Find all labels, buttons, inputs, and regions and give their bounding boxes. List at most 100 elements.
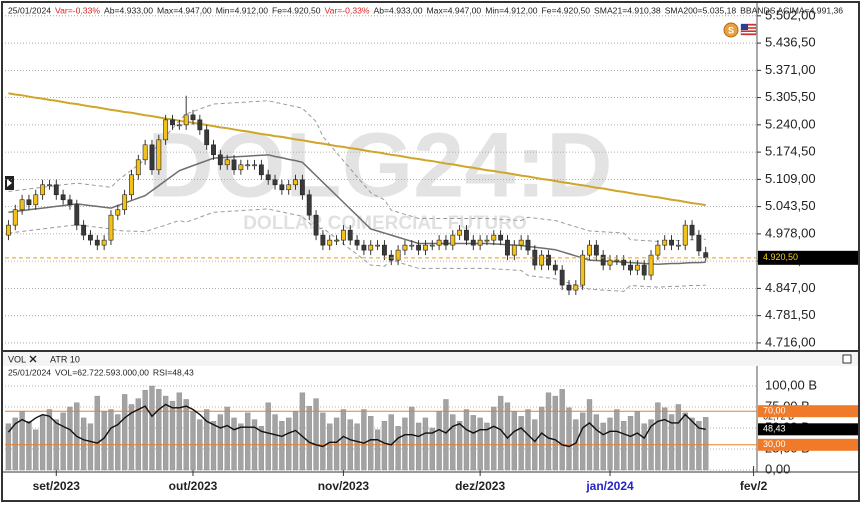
candle-body	[416, 244, 422, 251]
candle-body	[258, 164, 264, 176]
volume-bar	[415, 422, 422, 471]
volume-bar	[600, 422, 606, 471]
candle-body	[607, 259, 613, 266]
candle-body	[354, 239, 360, 246]
x-tick-label: jan/2024	[585, 479, 634, 493]
badge[interactable]	[723, 22, 739, 38]
volume-bar	[46, 409, 53, 471]
band-line	[8, 100, 706, 242]
volume-bar	[470, 415, 476, 471]
candle-body	[245, 164, 251, 167]
volume-bar	[402, 417, 408, 471]
y-tick-label: 5.371,00	[765, 62, 816, 77]
tab[interactable]: ATR 10	[50, 354, 80, 364]
volume-bar	[566, 407, 572, 471]
candle-body	[546, 254, 551, 266]
candle-body	[655, 244, 661, 256]
y-tick-label: 5.174,50	[765, 144, 816, 159]
volume-bar	[511, 411, 517, 471]
candle-body	[689, 224, 695, 236]
y-tick-label: 4.978,00	[765, 225, 816, 240]
candle-body	[81, 224, 87, 236]
level-box	[758, 438, 858, 451]
watermark-title: DOLG24:D	[147, 114, 612, 216]
candle-body	[26, 199, 32, 206]
candle-body	[600, 254, 606, 266]
candle-body	[361, 244, 367, 251]
volume-bar	[33, 429, 39, 471]
candle-body	[669, 239, 674, 246]
candle-body	[525, 239, 531, 251]
volume-bar	[614, 409, 620, 471]
candle-body	[299, 179, 305, 196]
volume-bar	[559, 389, 565, 471]
volume-bar	[217, 414, 224, 471]
candle-body	[423, 244, 428, 251]
volume-bar	[128, 404, 135, 471]
volume-bar	[368, 416, 374, 471]
badge-label: S	[728, 25, 734, 35]
candle-body	[641, 264, 647, 276]
volume-bar	[115, 414, 121, 471]
candle-body	[47, 184, 52, 187]
candle-body	[19, 199, 25, 211]
volume-bar	[12, 417, 18, 471]
close-icon[interactable]	[29, 355, 37, 363]
info-text: Ab=4.933,00	[104, 5, 153, 15]
candle-body	[211, 144, 216, 156]
candle-body	[231, 159, 237, 171]
candle-body	[334, 239, 339, 242]
candle-body	[696, 234, 702, 252]
volume-bar	[156, 389, 162, 471]
candle-body	[409, 244, 415, 247]
candle-body	[470, 239, 476, 246]
candle-body	[436, 239, 442, 246]
candle-body	[381, 244, 387, 256]
volume-bar	[525, 409, 531, 471]
info-text: Var=-0,33%	[325, 5, 370, 15]
volume-bar	[101, 411, 107, 471]
candle-body	[539, 254, 545, 266]
volume-bar	[80, 417, 87, 471]
info-text: Min=4.912,00	[216, 5, 269, 15]
level-label: 70,00	[763, 406, 786, 416]
volume-bar	[286, 417, 292, 471]
candle-body	[142, 144, 148, 161]
volume-bar	[5, 423, 12, 471]
volume-bar	[313, 398, 319, 471]
info-text: 25/01/2024	[8, 367, 51, 377]
x-tick-label: set/2023	[33, 479, 81, 493]
volume-bar	[538, 406, 545, 471]
volume-bar	[627, 416, 634, 471]
x-tick-label: out/2023	[169, 479, 218, 493]
candle-body	[566, 284, 572, 291]
volume-bar	[265, 402, 271, 471]
volume-bar	[703, 417, 709, 471]
candle-body	[498, 234, 504, 241]
candle-body	[587, 244, 592, 256]
x-tick-label: fev/2	[740, 479, 768, 493]
candle-body	[621, 259, 627, 266]
volume-bar	[176, 392, 182, 471]
candle-body	[238, 164, 244, 171]
y-tick-label: 5.240,00	[765, 116, 816, 131]
info-text: SMA21=4.910,38	[594, 5, 661, 15]
info-text: VOL=62.722.593.000,00	[55, 367, 149, 377]
y-tick-label: 5.502,00	[765, 7, 816, 22]
candle-body	[279, 184, 285, 191]
candle-body	[101, 239, 107, 246]
maximize-icon[interactable]	[842, 354, 852, 364]
volume-bar	[149, 385, 155, 471]
y-tick-label: 5.305,50	[765, 89, 816, 104]
tab[interactable]: VOL	[8, 354, 26, 364]
candle-body	[33, 194, 39, 206]
data-layer	[5, 92, 757, 471]
volume-bar	[210, 421, 217, 471]
y-tick-label: 5.436,50	[765, 35, 816, 50]
candle-body	[634, 264, 640, 271]
flag-icon[interactable]	[740, 23, 757, 36]
x-tick-label: dez/2023	[455, 479, 505, 493]
volume-bar	[545, 392, 552, 471]
volume-bar	[135, 398, 141, 471]
volume-bar	[668, 414, 675, 471]
